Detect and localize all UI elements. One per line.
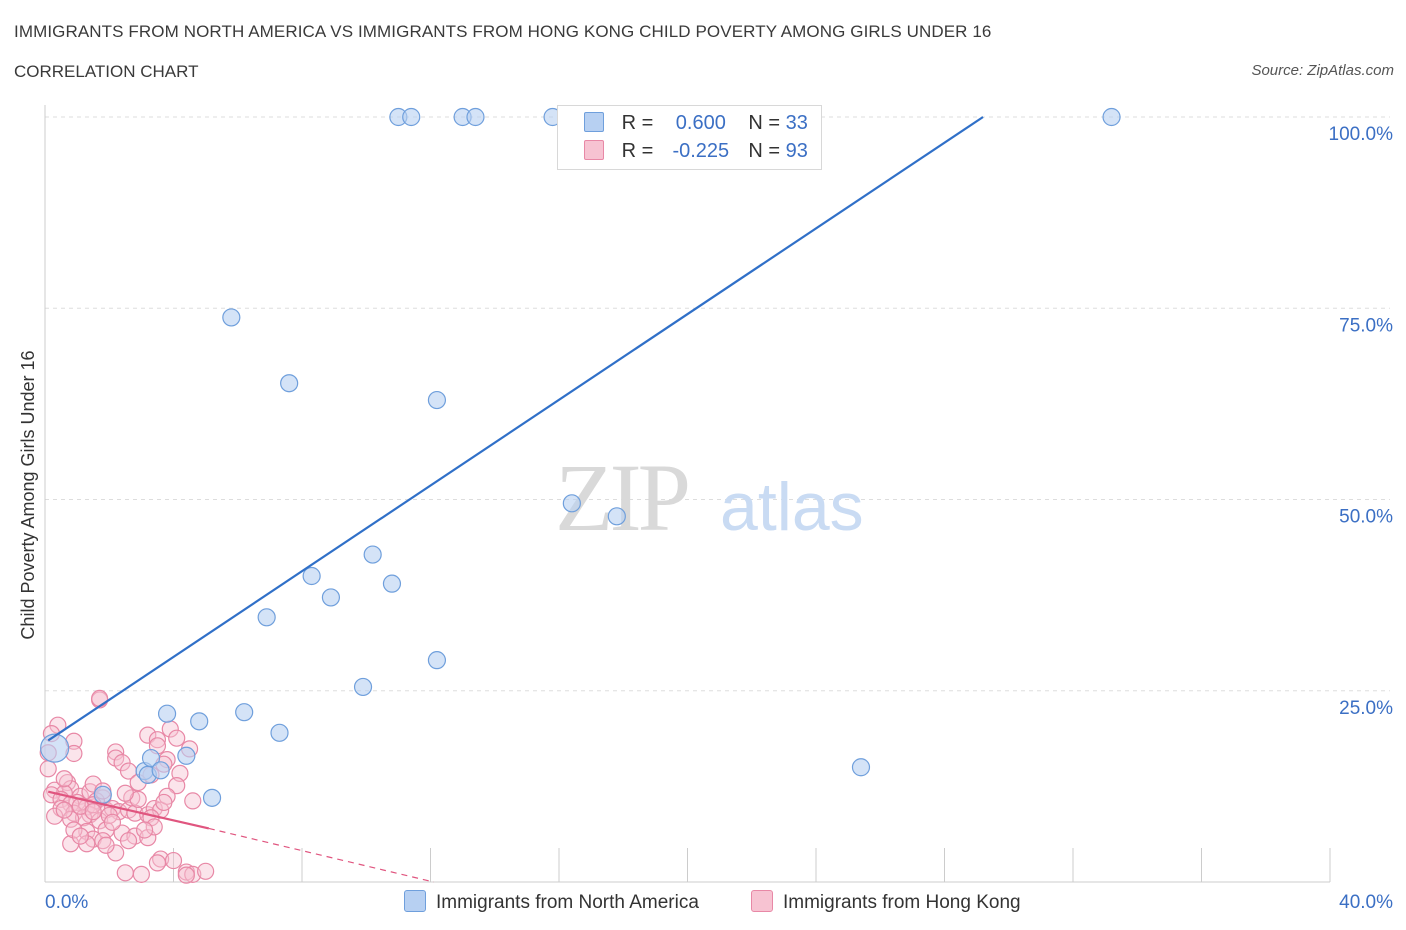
bottom-legend-north-america: Immigrants from North America [404, 890, 699, 914]
data-point-hong-kong [91, 689, 109, 708]
data-point-hong-kong [84, 803, 102, 821]
data-point-hong-kong [97, 836, 115, 854]
data-point-hong-kong [39, 760, 57, 778]
data-point-hong-kong [184, 865, 202, 883]
data-point-north-america [851, 758, 871, 777]
data-point-hong-kong [168, 777, 186, 795]
bottom-legend-swatch-hong-kong [751, 890, 773, 912]
data-point-north-america [427, 390, 447, 410]
data-point-hong-kong [177, 866, 195, 884]
data-point-hong-kong [55, 801, 73, 819]
trend-line-hong-kong-extension [208, 827, 434, 883]
data-point-north-america [607, 507, 626, 526]
data-point-hong-kong [184, 792, 202, 810]
legend-swatch-hong-kong [584, 140, 604, 160]
data-point-hong-kong [116, 784, 134, 802]
legend-r-label: R = [621, 140, 654, 162]
data-point-north-america [177, 746, 196, 765]
data-point-north-america [40, 733, 70, 763]
y-tick-label: 25.0% [1339, 698, 1393, 719]
legend-r-label: R = [621, 112, 654, 134]
data-point-hong-kong [168, 729, 186, 747]
legend-n-label: N = [748, 140, 781, 162]
data-point-hong-kong [62, 810, 80, 828]
data-point-hong-kong [148, 854, 167, 872]
y-tick-labels: 25.0% 50.0% 75.0% 100.0% [1329, 124, 1394, 719]
x-tick-label-max: 40.0% [1339, 892, 1393, 913]
bottom-legend-swatch-north-america [404, 890, 426, 912]
data-point-north-america [363, 545, 382, 564]
data-point-hong-kong [103, 813, 122, 831]
data-point-hong-kong [116, 864, 134, 882]
y-tick-label: 100.0% [1329, 124, 1394, 145]
legend-row-hong-kong: R = -0.225 N = 93 [584, 140, 808, 163]
data-point-north-america [466, 107, 485, 127]
data-point-north-america [270, 723, 289, 742]
data-point-hong-kong [91, 812, 109, 830]
data-point-hong-kong [145, 818, 163, 836]
watermark: ZIP atlas [555, 444, 864, 551]
axes [44, 105, 1331, 883]
watermark-atlas: atlas [720, 469, 864, 545]
data-point-north-america [353, 677, 373, 697]
data-point-north-america [157, 704, 177, 723]
data-point-hong-kong [155, 793, 173, 812]
data-point-north-america [235, 703, 254, 722]
source-attribution: Source: ZipAtlas.com [1251, 62, 1394, 79]
data-point-north-america [190, 712, 209, 731]
data-point-north-america [151, 761, 170, 780]
y-axis-label: Child Poverty Among Girls Under 16 [18, 350, 38, 639]
data-point-hong-kong [148, 731, 167, 749]
data-point-north-america [93, 785, 112, 804]
x-tick-label-min: 0.0% [45, 892, 88, 913]
y-tick-label: 75.0% [1339, 315, 1393, 336]
trend-line-north-america [47, 116, 984, 742]
chart-subtitle: CORRELATION CHART [14, 62, 199, 81]
bottom-legend-hong-kong: Immigrants from Hong Kong [751, 890, 1021, 914]
legend-n-value-hong-kong: 93 [785, 140, 808, 162]
data-point-north-america [427, 651, 447, 670]
correlation-legend: R = 0.600 N = 33 R = -0.225 N = 93 [557, 105, 822, 170]
data-point-north-america [402, 107, 421, 127]
data-point-north-america [302, 566, 321, 586]
legend-r-value-hong-kong: -0.225 [672, 140, 730, 162]
data-point-hong-kong [139, 726, 157, 744]
data-point-north-america [280, 374, 299, 393]
data-point-north-america [1102, 107, 1121, 127]
series-hong-kong-points [39, 689, 215, 884]
data-point-hong-kong [132, 865, 150, 883]
data-point-hong-kong [55, 770, 73, 788]
data-point-hong-kong [119, 832, 138, 850]
legend-swatch-north-america [584, 112, 604, 132]
y-tick-label: 50.0% [1339, 507, 1393, 528]
data-point-north-america [202, 788, 222, 807]
data-point-hong-kong [46, 807, 64, 825]
bottom-legend-label-north-america: Immigrants from North America [436, 892, 699, 913]
legend-row-north-america: R = 0.600 N = 33 [584, 112, 808, 135]
data-point-hong-kong [65, 821, 83, 839]
data-point-north-america [257, 608, 276, 627]
trend-line-hong-kong [47, 790, 210, 830]
data-point-hong-kong [107, 743, 125, 761]
legend-n-value-north-america: 33 [785, 112, 808, 134]
data-point-hong-kong [94, 832, 112, 850]
data-point-hong-kong [164, 851, 183, 870]
data-point-hong-kong [71, 827, 89, 845]
data-point-north-america [382, 574, 402, 593]
data-point-hong-kong [197, 862, 215, 880]
data-point-north-america [321, 588, 341, 607]
grid-lines [45, 116, 1390, 692]
data-point-hong-kong [135, 821, 154, 839]
data-point-north-america [222, 308, 241, 327]
legend-r-value-north-america: 0.600 [675, 112, 726, 134]
trend-lines [47, 116, 984, 883]
legend-n-label: N = [748, 112, 781, 134]
bottom-legend-label-hong-kong: Immigrants from Hong Kong [783, 892, 1021, 913]
chart-title: IMMIGRANTS FROM NORTH AMERICA VS IMMIGRA… [14, 22, 992, 41]
data-point-north-america [562, 494, 581, 513]
x-tick-labels: 0.0% 40.0% [45, 892, 1393, 913]
